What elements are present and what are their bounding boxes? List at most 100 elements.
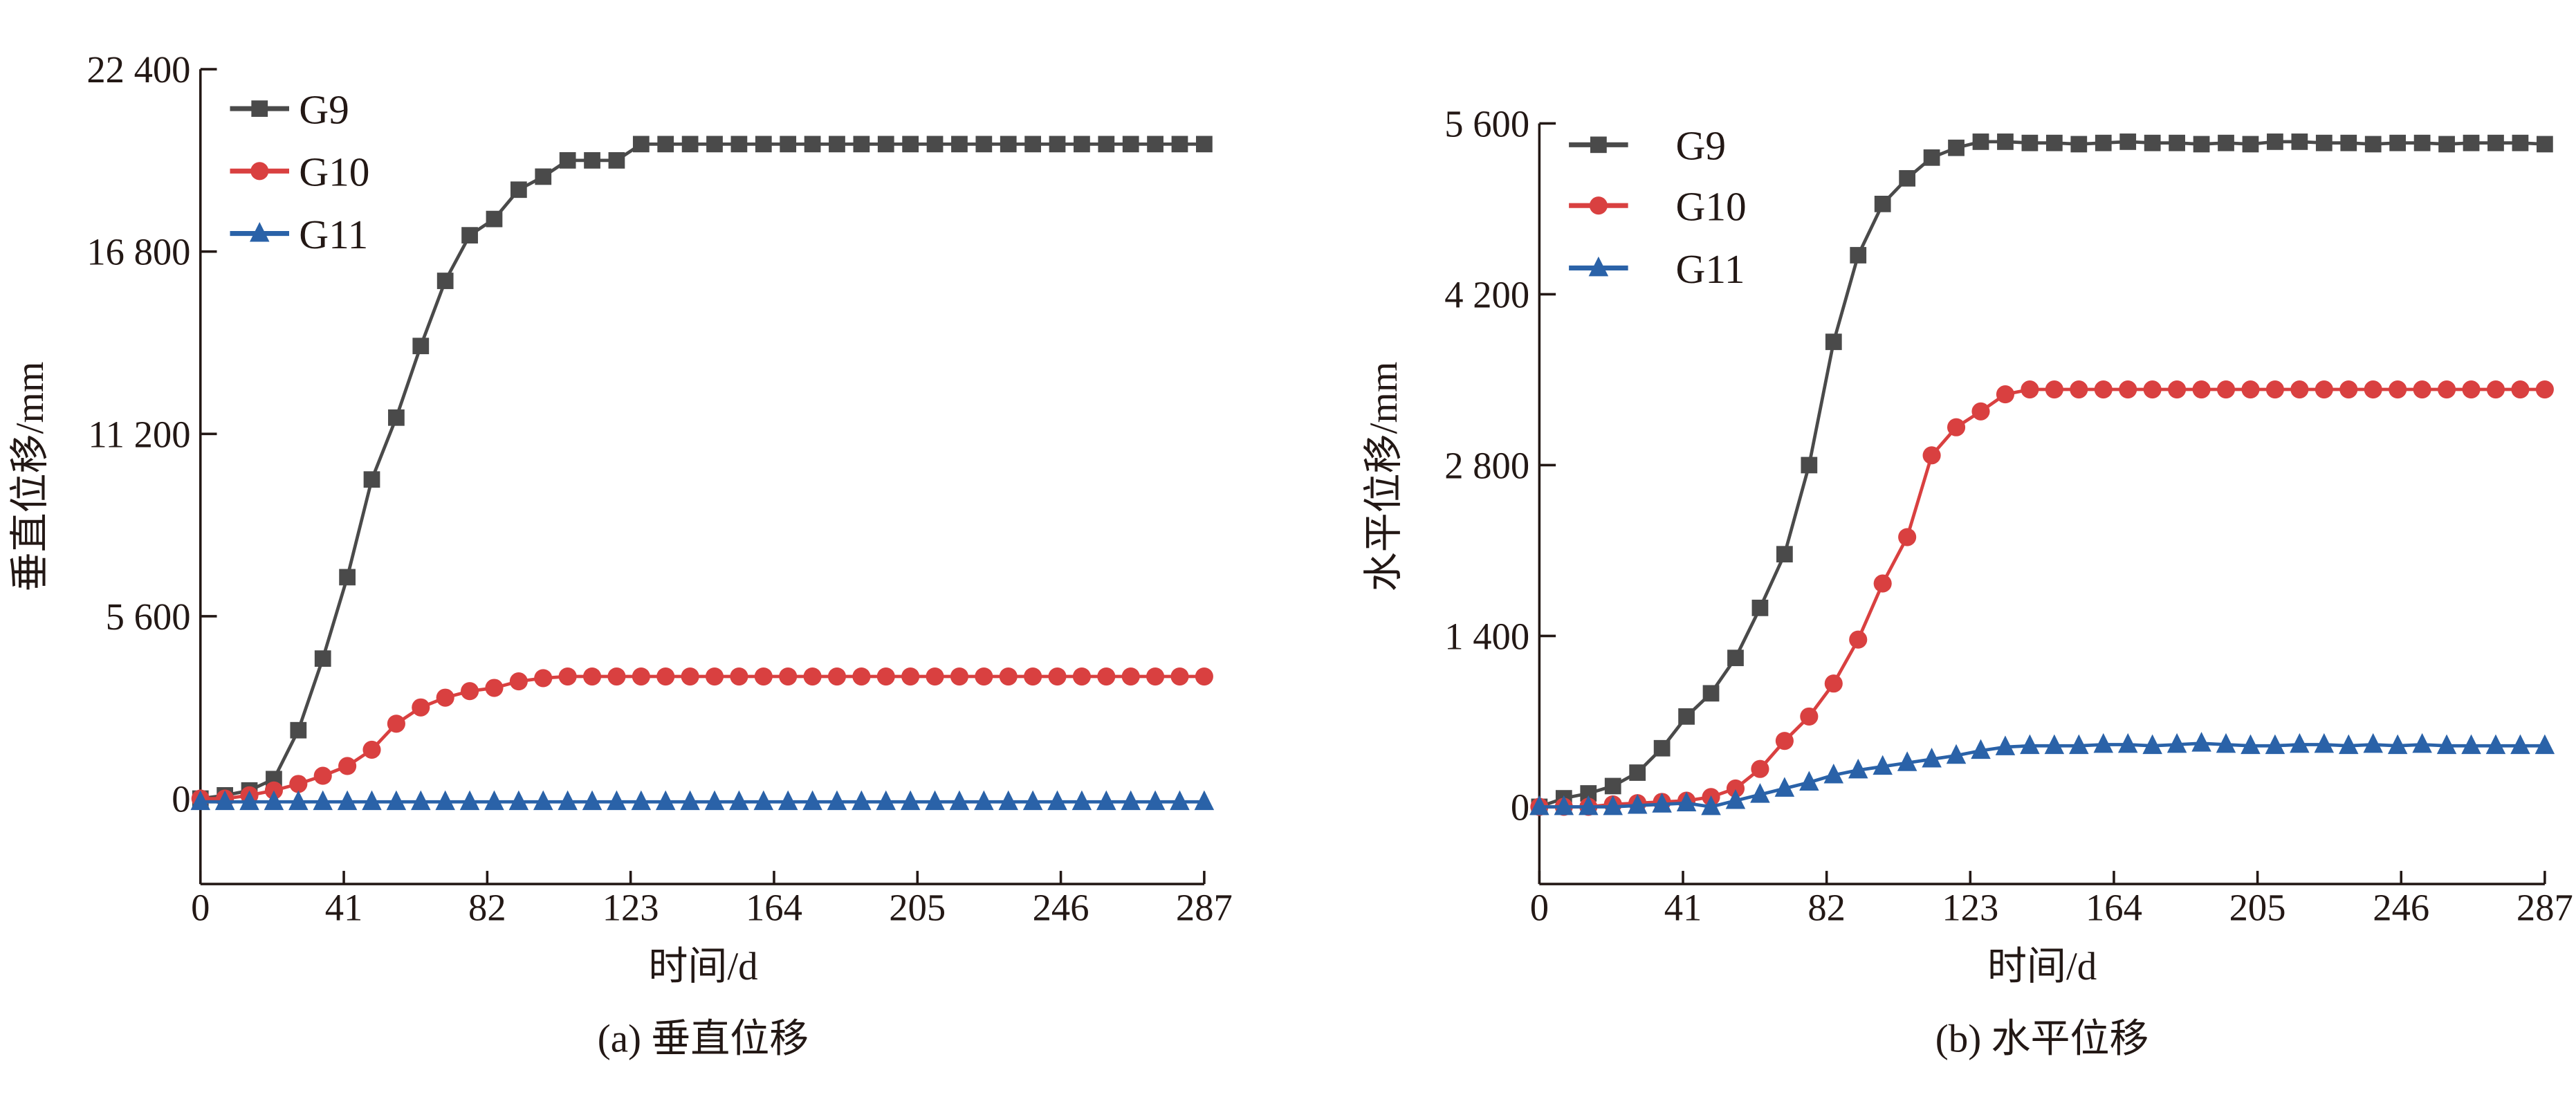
data-point-G11	[1554, 795, 1574, 815]
data-point-G9	[1678, 708, 1695, 725]
data-point-G11	[2117, 732, 2138, 753]
data-point-G10	[2315, 380, 2333, 399]
legend-marker-G9	[251, 100, 268, 117]
data-point-G10	[681, 667, 699, 686]
data-point-G9	[632, 136, 650, 153]
data-point-G10	[827, 667, 847, 686]
data-point-G10	[2389, 380, 2407, 399]
data-point-G11	[337, 790, 358, 811]
data-point-G9	[681, 136, 699, 153]
data-point-G10	[2290, 380, 2309, 399]
data-point-G10	[901, 667, 920, 686]
x-tick-label: 205	[2229, 886, 2286, 928]
data-point-G10	[1195, 667, 1213, 686]
data-point-G11	[2265, 734, 2285, 755]
data-point-G11	[2461, 734, 2481, 755]
x-tick-label: 82	[468, 886, 506, 928]
x-tick-label: 82	[1807, 886, 1846, 928]
data-point-G9	[1024, 136, 1041, 153]
data-point-G11	[704, 790, 725, 811]
data-point-G9	[755, 136, 772, 153]
data-point-G9	[1923, 149, 1940, 166]
y-axis-label: 水平位移/mm	[1362, 362, 1406, 592]
data-point-G9	[2512, 134, 2529, 151]
data-point-G10	[1996, 385, 2015, 404]
data-point-G10	[558, 667, 577, 686]
data-point-G10	[1097, 667, 1116, 686]
data-point-G10	[2486, 380, 2505, 399]
data-point-G9	[2144, 134, 2161, 151]
x-tick-label: 123	[1942, 886, 1998, 928]
data-point-G9	[804, 136, 821, 153]
data-point-G10	[632, 667, 650, 686]
x-tick-label: 246	[1033, 886, 1089, 928]
data-point-G10	[534, 669, 553, 688]
data-point-G9	[461, 227, 478, 244]
data-point-G11	[1096, 790, 1116, 811]
data-point-G10	[950, 667, 969, 686]
data-point-G11	[386, 790, 407, 811]
data-point-G11	[1799, 771, 1819, 791]
data-point-G9	[780, 136, 797, 153]
data-point-G11	[729, 790, 749, 811]
data-point-G9	[829, 136, 845, 153]
data-point-G11	[411, 790, 431, 811]
data-point-G9	[1604, 777, 1621, 795]
data-point-G10	[754, 667, 773, 686]
data-point-G9	[1874, 196, 1891, 212]
legend-label-G9: G9	[1676, 123, 1727, 169]
data-point-G10	[876, 667, 895, 686]
data-point-G9	[1171, 136, 1188, 153]
data-point-G11	[900, 790, 921, 811]
data-point-G10	[2241, 380, 2260, 399]
data-point-G10	[2070, 380, 2088, 399]
data-point-G10	[362, 740, 381, 759]
data-point-G11	[1676, 791, 1697, 812]
data-point-G11	[1579, 795, 1599, 815]
data-point-G9	[2095, 134, 2112, 151]
data-point-G11	[1022, 790, 1043, 811]
data-point-G9	[2119, 133, 2137, 150]
data-point-G11	[582, 790, 602, 811]
data-point-G11	[2191, 732, 2211, 752]
data-point-G11	[459, 790, 480, 811]
data-point-G11	[533, 790, 553, 811]
data-point-G9	[1850, 247, 1867, 264]
data-point-G11	[2339, 734, 2359, 755]
data-point-G11	[827, 790, 847, 811]
data-point-G9	[290, 721, 307, 739]
data-point-G9	[2070, 136, 2088, 153]
data-point-G11	[484, 790, 504, 811]
data-point-G9	[1122, 136, 1139, 153]
data-point-G9	[2364, 136, 2382, 153]
data-point-G10	[2143, 380, 2162, 399]
data-point-G10	[1072, 667, 1091, 686]
data-point-G10	[779, 667, 798, 686]
data-point-G11	[362, 790, 382, 811]
data-point-G9	[412, 338, 430, 355]
x-tick-label: 41	[1664, 886, 1702, 928]
legend-marker-G10	[250, 162, 269, 181]
data-point-G9	[436, 273, 454, 289]
data-point-G9	[877, 136, 894, 153]
x-tick-label: 41	[325, 886, 363, 928]
y-axis-label: 垂直位移/mm	[8, 362, 52, 592]
data-point-G11	[1848, 758, 1868, 779]
data-point-G10	[2168, 380, 2187, 399]
data-point-G9	[2340, 134, 2357, 151]
data-point-G10	[1146, 667, 1165, 686]
data-point-G9	[486, 210, 503, 228]
x-tick-label: 287	[1176, 886, 1233, 928]
data-point-G11	[2069, 734, 2089, 755]
series-G10	[191, 667, 1213, 808]
data-point-G9	[1049, 136, 1066, 153]
data-point-G9	[510, 181, 527, 199]
data-point-G9	[1580, 785, 1597, 802]
data-point-G11	[508, 790, 529, 811]
data-point-G9	[1074, 136, 1090, 153]
data-point-G11	[680, 790, 700, 811]
data-point-G11	[1774, 777, 1795, 797]
data-point-G10	[999, 667, 1018, 686]
data-point-G9	[2218, 134, 2234, 151]
